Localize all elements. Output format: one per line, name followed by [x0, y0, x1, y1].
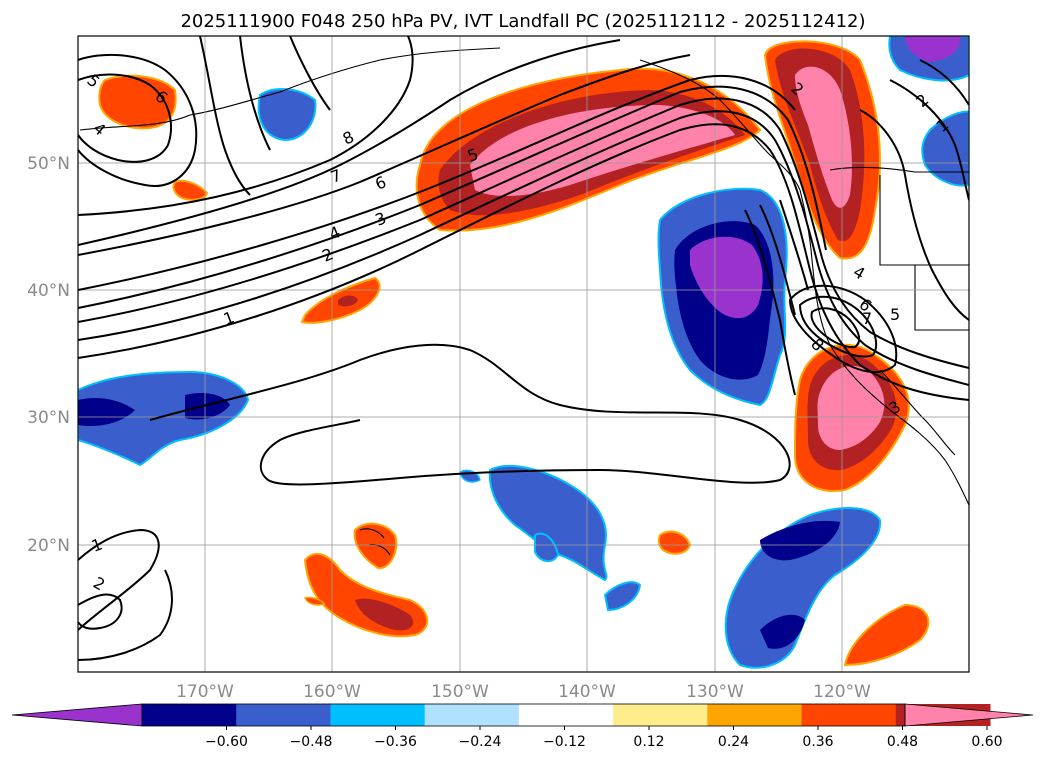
lat-label-50: 50°N — [27, 154, 70, 174]
colorbar-tick-label: −0.36 — [374, 734, 417, 750]
figure-title: 2025111900 F048 250 hPa PV, IVT Landfall… — [180, 11, 865, 32]
colorbar-tick-label: 0.12 — [633, 734, 664, 750]
lon-label-170w: 170°W — [176, 682, 234, 702]
lon-label-130w: 130°W — [686, 682, 744, 702]
colorbar-swatch — [236, 704, 331, 726]
colorbar-tick-label: −0.48 — [290, 734, 333, 750]
lon-label-150w: 150°W — [431, 682, 489, 702]
colorbar-tick-label: −0.12 — [543, 734, 586, 750]
lon-labels: 170°W 160°W 150°W 140°W 130°W 120°W — [176, 682, 871, 702]
colorbar: −0.60 −0.48 −0.36 −0.24 −0.12 0.12 0.24 0.36 0.4… — [11, 703, 1034, 750]
colorbar-swatch — [424, 704, 520, 726]
coastlines — [79, 47, 969, 556]
lon-label-160w: 160°W — [303, 682, 361, 702]
contour-label-7b: 7 — [862, 309, 872, 328]
colorbar-swatch — [518, 704, 614, 726]
colorbar-frame — [141, 703, 906, 727]
graticule — [78, 36, 969, 672]
lat-labels: 20°N 30°N 40°N 50°N — [27, 154, 70, 556]
colorbar-tick-label: −0.24 — [459, 734, 502, 750]
colorbar-extend-low — [11, 703, 143, 727]
colorbar-tick-label: 0.48 — [887, 734, 918, 750]
colorbar-tick-label: 0.24 — [718, 734, 749, 750]
lon-label-120w: 120°W — [813, 682, 871, 702]
colorbar-swatch — [801, 704, 897, 726]
colorbar-swatch — [142, 704, 237, 726]
lon-label-140w: 140°W — [558, 682, 616, 702]
lat-label-30: 30°N — [27, 408, 70, 428]
colorbar-tick-label: 0.60 — [971, 734, 1002, 750]
map-panel: 1 2 3 4 5 6 7 8 4 5 6 7 8 3 5 6 4 1 2 2 … — [78, 36, 969, 672]
colorbar-tick-label: 0.36 — [802, 734, 833, 750]
lat-label-40: 40°N — [27, 281, 70, 301]
colorbar-swatch — [613, 704, 708, 726]
ivt-contours — [78, 36, 969, 661]
colorbar-tick-label: −0.60 — [205, 734, 248, 750]
lat-label-20: 20°N — [27, 536, 70, 556]
colorbar-swatch — [330, 704, 426, 726]
colorbar-swatch — [707, 704, 803, 726]
contour-label-5b: 5 — [890, 305, 900, 324]
map-frame — [77, 35, 970, 673]
